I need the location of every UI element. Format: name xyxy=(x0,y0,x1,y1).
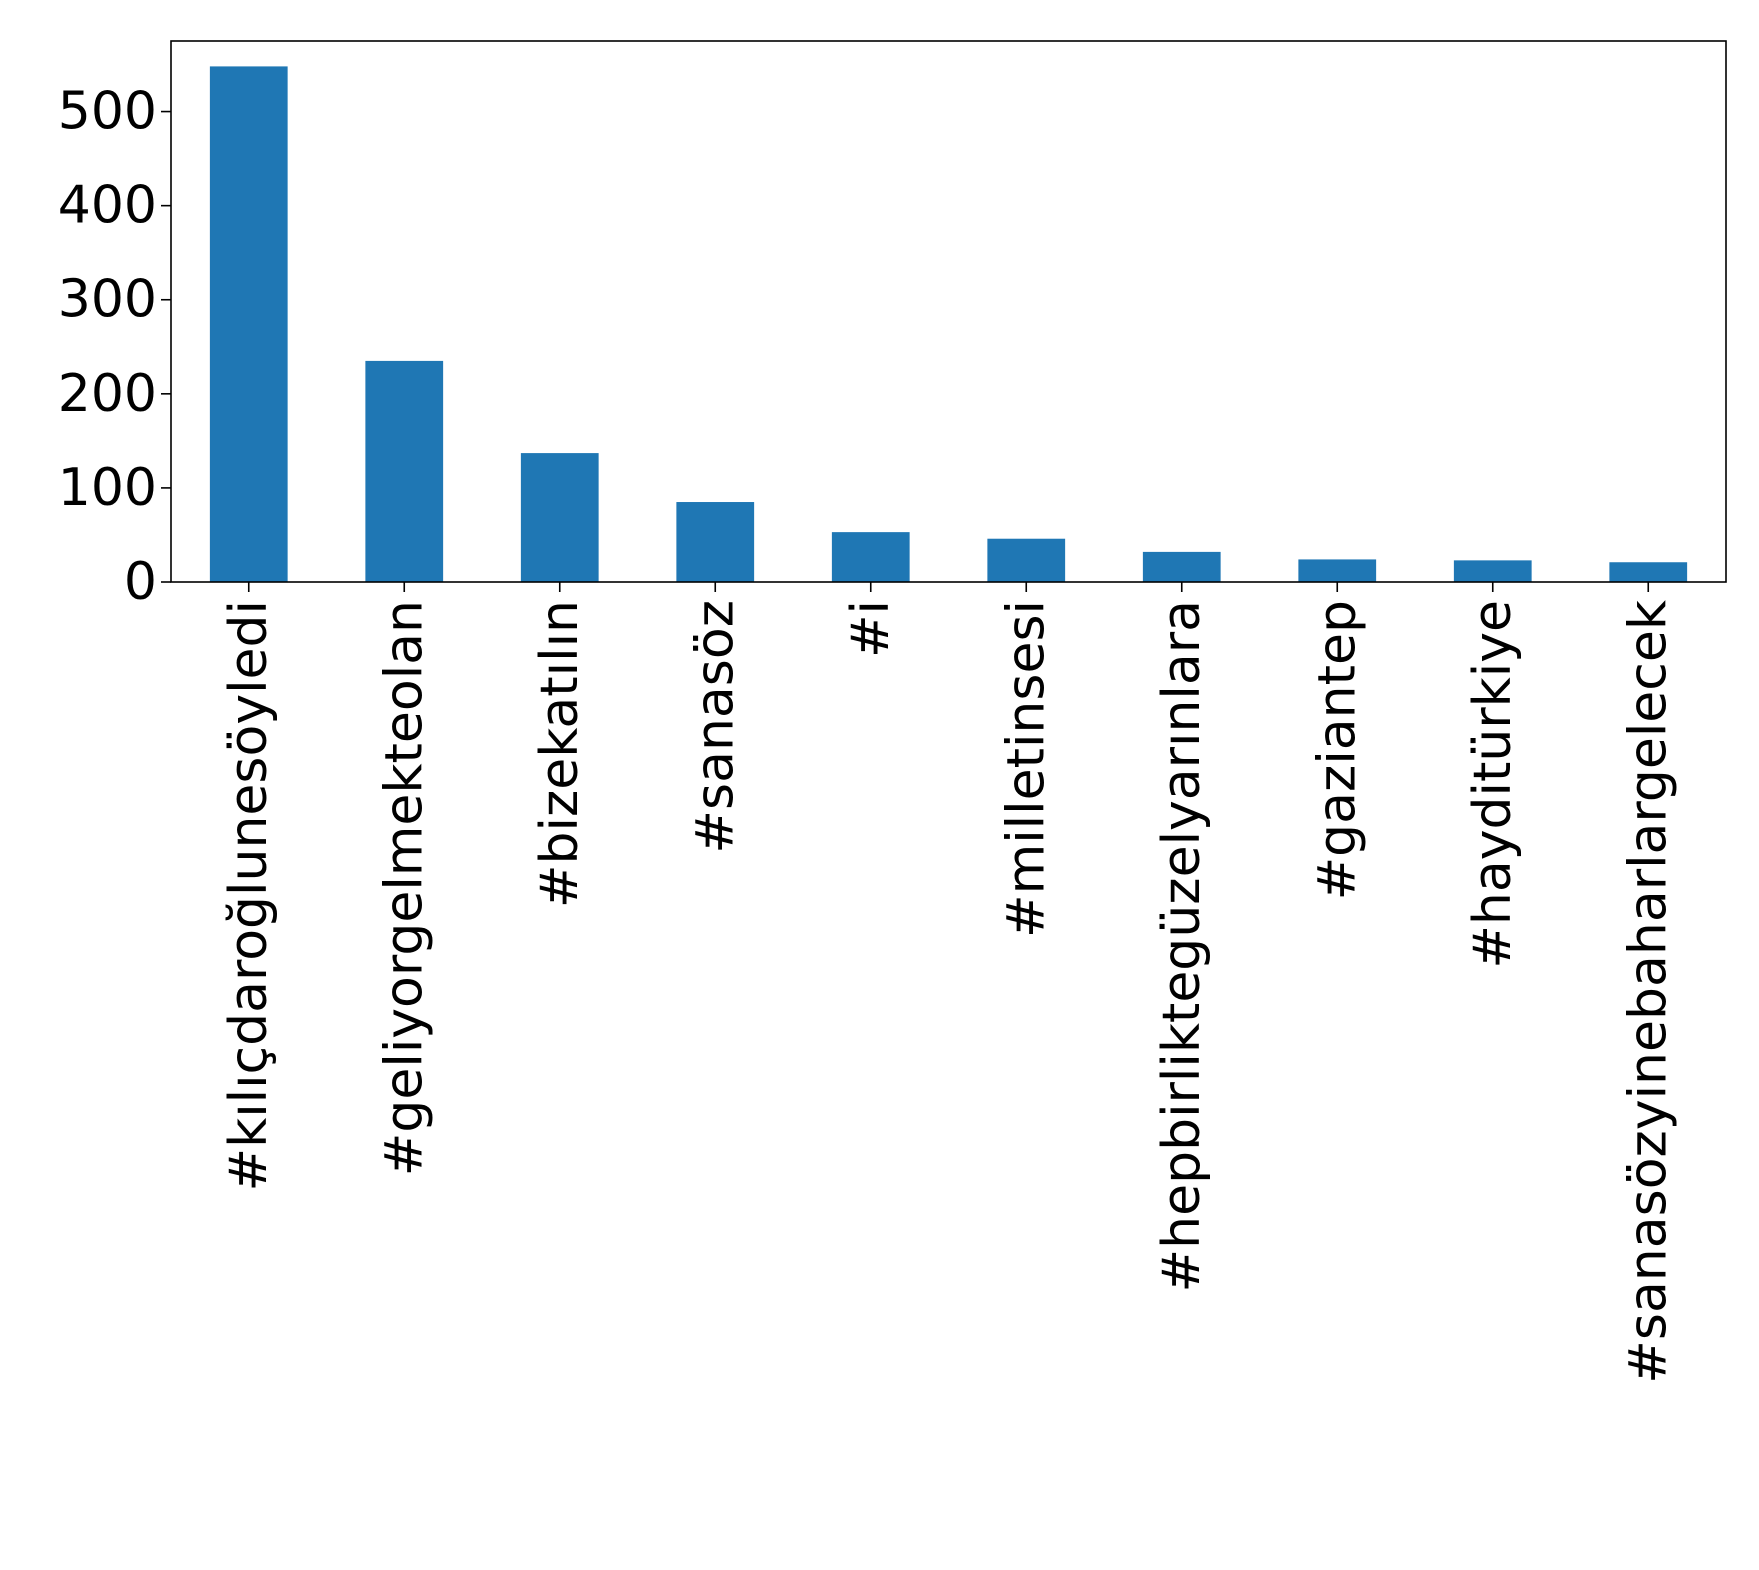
bar xyxy=(1453,560,1532,582)
y-tick-label: 100 xyxy=(58,458,157,518)
x-tick-label: #bizekatılın xyxy=(530,600,590,908)
x-tick-label: #geliyorgelmekteolan xyxy=(374,600,434,1176)
y-tick-label: 500 xyxy=(58,82,157,142)
bar xyxy=(365,360,444,582)
x-axis: #kılıçdaroğlunesöyledi #geliyorgelmekteol… xyxy=(219,582,1678,1384)
y-tick-label: 200 xyxy=(58,364,157,424)
bar xyxy=(209,66,288,582)
plot-frame xyxy=(170,40,1727,583)
y-axis: 0 100 200 300 400 500 xyxy=(58,82,171,612)
bar xyxy=(676,502,755,582)
x-tick-label: #hayditürkiye xyxy=(1463,600,1523,969)
bar xyxy=(987,538,1066,582)
y-tick-label: 400 xyxy=(58,176,157,236)
x-tick-label: #milletinsesi xyxy=(996,600,1056,938)
bar xyxy=(1298,559,1377,582)
x-tick-label: #gaziantep xyxy=(1307,600,1367,900)
bar xyxy=(520,453,599,582)
x-tick-label: #i xyxy=(841,600,901,658)
x-tick-label: #hepbirliktegüzelyarınlara xyxy=(1152,600,1212,1292)
bar xyxy=(1142,551,1221,582)
bars-layer xyxy=(209,66,1688,582)
y-tick-label: 0 xyxy=(124,552,157,612)
bar xyxy=(831,532,910,582)
y-tick-label: 300 xyxy=(58,270,157,330)
x-tick-label: #kılıçdaroğlunesöyledi xyxy=(219,600,279,1191)
x-tick-label: #sanasöz xyxy=(685,600,745,854)
x-tick-label: #sanasözyinebaharlargelecek xyxy=(1618,600,1678,1384)
bar xyxy=(1609,562,1688,582)
